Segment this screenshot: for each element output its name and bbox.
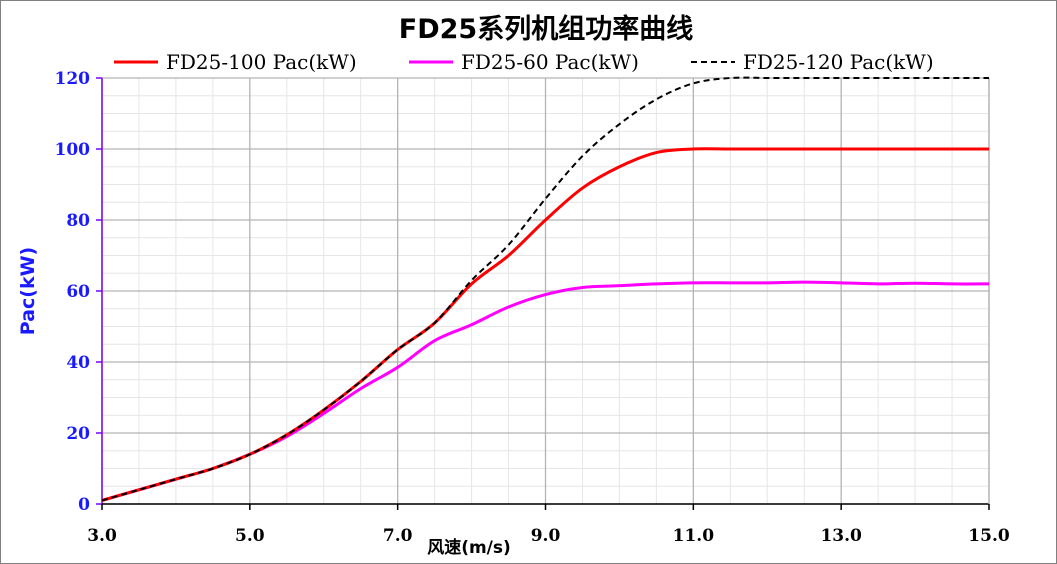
legend: FD25-100 Pac(kW) FD25-60 Pac(kW) FD25-120 … (114, 50, 934, 74)
legend-label-2: FD25-60 Pac(kW) (461, 50, 639, 74)
grid (101, 77, 990, 505)
series-line-3 (101, 76, 989, 502)
y-tick-label: 0 (78, 495, 90, 515)
x-tick-label: 5.0 (235, 526, 265, 546)
tick-labels: 0 20 40 60 80 100 120 3.0 5.0 7.0 9.0 11.0 13.0 15.0 (55, 69, 1010, 546)
y-tick-label: 40 (66, 353, 90, 373)
chart-title: FD25系列机组功率曲线 (399, 13, 693, 45)
x-tick-label: 13.0 (820, 526, 862, 546)
y-tick-label: 120 (55, 69, 91, 89)
y-tick-label: 80 (66, 211, 90, 231)
y-tick-label: 60 (66, 282, 90, 302)
y-tick-label: 100 (55, 140, 91, 160)
x-tick-label: 11.0 (673, 526, 715, 546)
y-axis-label: Pac(kW) (17, 247, 39, 335)
x-tick-label: 9.0 (531, 526, 561, 546)
x-tick-label: 3.0 (87, 526, 117, 546)
x-tick-label: 7.0 (383, 526, 413, 546)
legend-label-1: FD25-100 Pac(kW) (166, 50, 357, 74)
x-axis-label: 风速(m/s) (427, 537, 511, 558)
legend-label-3: FD25-120 Pac(kW) (743, 50, 934, 74)
y-tick-label: 20 (66, 424, 90, 444)
x-tick-label: 15.0 (968, 526, 1010, 546)
series-lines (101, 76, 990, 502)
